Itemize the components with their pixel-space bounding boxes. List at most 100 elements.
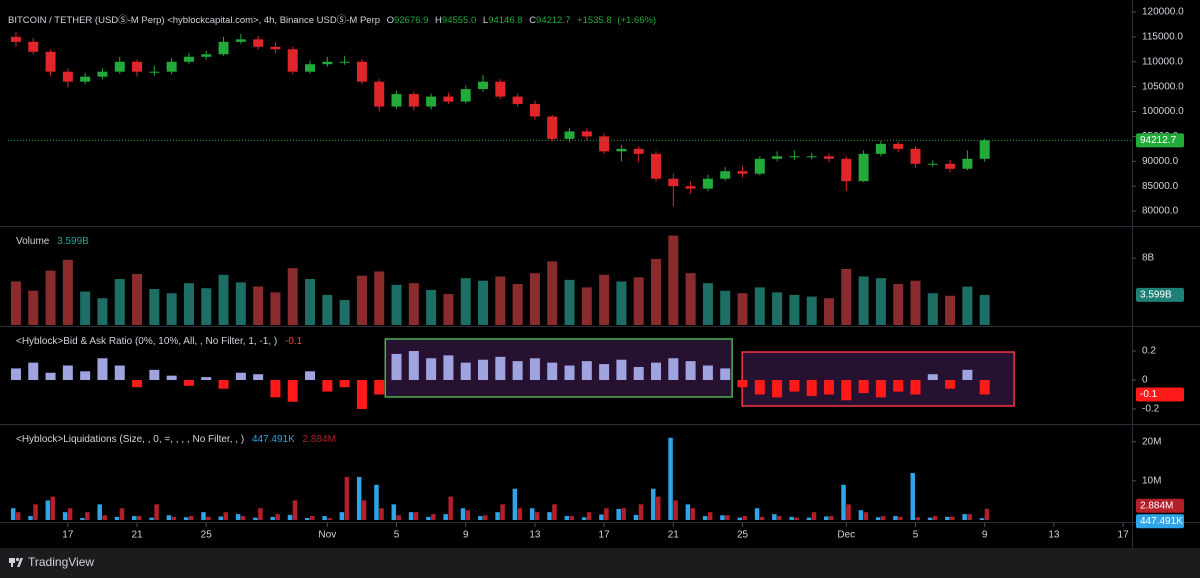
price-tag — [1136, 387, 1184, 402]
indicator-bar — [529, 273, 540, 325]
candle-body — [114, 61, 125, 72]
liquidation-bar — [396, 515, 402, 520]
price-tag-label: -0.1 — [1140, 389, 1158, 400]
indicator-bar — [183, 380, 194, 386]
indicator-bar — [893, 380, 904, 392]
indicator-bar — [10, 368, 21, 380]
candle-body — [305, 64, 316, 72]
x-tick-label: 21 — [131, 530, 143, 541]
liquidation-bar — [465, 510, 471, 520]
liquidation-bar — [517, 508, 523, 520]
y-tick-label: 8B — [1142, 253, 1155, 264]
candle-body — [339, 61, 350, 63]
indicator-bar — [322, 294, 333, 325]
liquidation-bar — [97, 504, 102, 520]
candle-body — [45, 51, 56, 72]
liquidation-bar — [656, 496, 661, 520]
candle-body — [443, 96, 454, 102]
liquidation-bar — [10, 508, 16, 520]
liquidation-bar — [910, 473, 915, 520]
price-tag-label: 2.884M — [1140, 500, 1173, 511]
x-tick-label: 21 — [668, 530, 680, 541]
candle-body — [806, 156, 817, 158]
liquidation-bar — [102, 515, 107, 520]
x-tick-label: Nov — [318, 530, 336, 541]
candle-body — [235, 39, 246, 42]
symbol-legend: BITCOIN / TETHER (USDⓈ-M Perp) <hyblockc… — [8, 15, 656, 26]
y-tick-label: 20M — [1142, 436, 1161, 447]
liquidation-bar — [258, 508, 263, 520]
ohlc-value: 94212.7 — [536, 15, 570, 26]
indicator-bar — [149, 289, 160, 325]
indicator-bar — [253, 286, 264, 325]
x-tick-label: 13 — [1048, 530, 1060, 541]
candle-body — [581, 131, 592, 137]
candle-body — [28, 41, 39, 52]
indicator-bar — [927, 293, 938, 325]
indicator-bar — [720, 290, 731, 325]
indicator-bar — [166, 375, 177, 380]
indicator-bar — [893, 284, 904, 325]
candle-body — [426, 96, 437, 107]
liquidation-bar — [638, 504, 644, 520]
liquidation-bar — [275, 514, 280, 520]
candle-body — [512, 96, 523, 105]
candle-body — [218, 41, 229, 55]
candle-body — [478, 81, 489, 90]
liquidation-bar — [742, 516, 748, 520]
indicator-bar — [97, 358, 108, 380]
liquidation-bar — [50, 496, 56, 520]
y-tick-label: 0 — [1142, 375, 1148, 386]
indicator-bar — [858, 276, 869, 325]
liquidation-bar — [500, 504, 505, 520]
indicator-bar — [270, 380, 281, 398]
ohlc-key: O — [387, 15, 394, 26]
liquidation-bar — [586, 512, 592, 520]
indicator-bar — [443, 355, 454, 380]
indicator-bar — [875, 380, 886, 398]
indicator-value: 3.599B — [57, 236, 89, 247]
liquidation-bar — [206, 516, 211, 520]
liquidation-bar — [806, 517, 812, 520]
liquidation-bar — [932, 516, 938, 520]
liquidation-bar — [413, 512, 419, 520]
indicator-bar — [408, 351, 419, 380]
candle-body — [616, 148, 627, 152]
indicator-bar — [651, 258, 662, 325]
candle-body — [772, 156, 783, 159]
indicator-bar — [824, 298, 835, 325]
liquidation-bar — [673, 500, 678, 520]
liquidation-bar — [564, 516, 570, 520]
liquidation-bar — [772, 514, 777, 520]
indicator-bar — [945, 295, 956, 325]
indicator-bar — [166, 293, 177, 325]
x-tick-label: 5 — [913, 530, 919, 541]
indicator-bar — [478, 280, 489, 325]
liquidation-bar — [67, 508, 73, 520]
indicator-bar — [962, 286, 973, 325]
indicator-bar — [356, 380, 367, 409]
indicator-bar — [685, 273, 696, 325]
liquidation-bar — [460, 508, 466, 520]
candle-body — [962, 158, 973, 169]
indicator-bar — [132, 380, 143, 388]
indicator-bar — [218, 380, 229, 389]
brand-name[interactable]: TradingView — [28, 555, 94, 569]
y-tick-label: 120000.0 — [1142, 7, 1184, 18]
candle-body — [841, 158, 852, 182]
candle-body — [564, 131, 575, 139]
liquidation-bar — [794, 517, 799, 520]
logo-shape — [17, 558, 23, 567]
indicator-bar — [235, 282, 246, 325]
liquidation-bar — [322, 516, 327, 520]
indicator-bar — [62, 365, 73, 380]
ohlc-key: L — [483, 15, 488, 26]
liquidation-bar — [391, 504, 397, 520]
liquidation-bar — [448, 496, 453, 520]
price-tag-label: 94212.7 — [1140, 135, 1177, 146]
x-tick-label: Dec — [837, 530, 855, 541]
indicator-bar — [495, 276, 506, 325]
candle-body — [495, 81, 506, 97]
indicator-bar — [945, 380, 956, 389]
liquidation-bar — [327, 518, 332, 520]
